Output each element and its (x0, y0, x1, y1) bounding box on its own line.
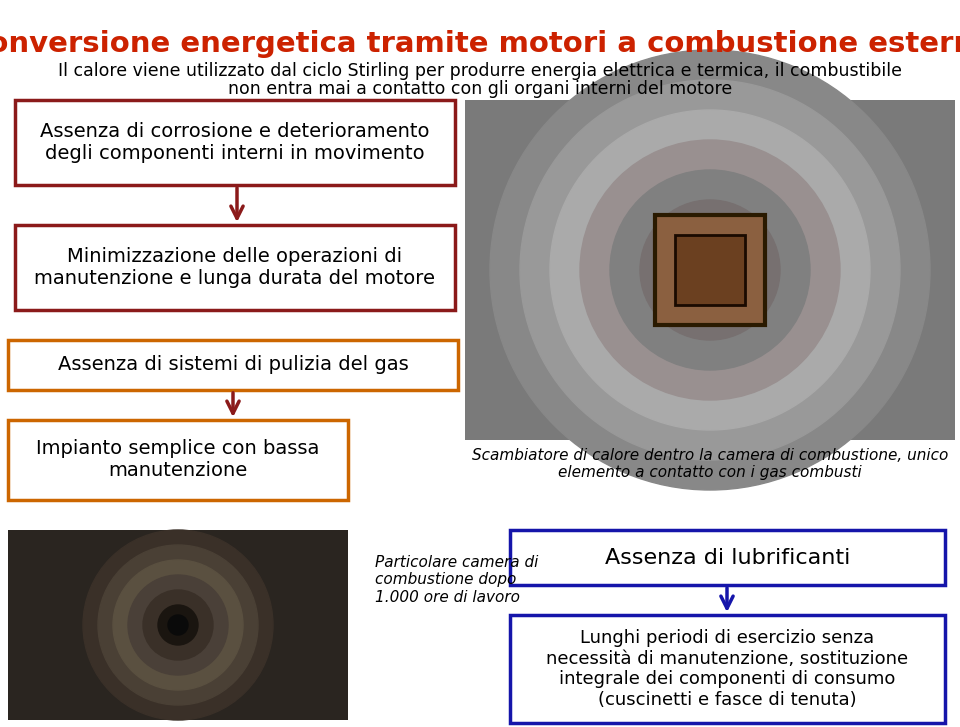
Circle shape (143, 590, 213, 660)
FancyBboxPatch shape (8, 420, 348, 500)
Text: Particolare camera di
combustione dopo
1.000 ore di lavoro: Particolare camera di combustione dopo 1… (375, 555, 539, 605)
Circle shape (168, 615, 188, 635)
Circle shape (128, 575, 228, 675)
FancyBboxPatch shape (8, 340, 458, 390)
Circle shape (98, 545, 258, 705)
Circle shape (550, 110, 870, 430)
Text: Assenza di sistemi di pulizia del gas: Assenza di sistemi di pulizia del gas (58, 356, 408, 374)
Bar (655, 215, 765, 325)
Text: Impianto semplice con bassa
manutenzione: Impianto semplice con bassa manutenzione (36, 440, 320, 481)
Circle shape (83, 530, 273, 720)
Circle shape (490, 50, 930, 490)
Circle shape (113, 560, 243, 690)
Text: Minimizzazione delle operazioni di
manutenzione e lunga durata del motore: Minimizzazione delle operazioni di manut… (35, 247, 436, 288)
Text: non entra mai a contatto con gli organi interni del motore: non entra mai a contatto con gli organi … (228, 80, 732, 98)
FancyBboxPatch shape (510, 530, 945, 585)
FancyBboxPatch shape (510, 615, 945, 723)
Text: Scambiatore di calore dentro la camera di combustione, unico
elemento a contatto: Scambiatore di calore dentro la camera d… (471, 448, 948, 481)
FancyBboxPatch shape (15, 225, 455, 310)
Text: Il calore viene utilizzato dal ciclo Stirling per produrre energia elettrica e t: Il calore viene utilizzato dal ciclo Sti… (58, 62, 902, 80)
Circle shape (640, 200, 780, 340)
Text: Conversione energetica tramite motori a combustione esterna: Conversione energetica tramite motori a … (0, 30, 960, 58)
Circle shape (610, 170, 810, 370)
FancyBboxPatch shape (15, 100, 455, 185)
Text: Assenza di corrosione e deterioramento
degli componenti interni in movimento: Assenza di corrosione e deterioramento d… (40, 122, 430, 163)
Bar (465, 100, 955, 440)
Text: Assenza di lubrificanti: Assenza di lubrificanti (605, 547, 851, 568)
Bar (465, 100, 955, 440)
Text: Lunghi periodi di esercizio senza
necessità di manutenzione, sostituzione
integr: Lunghi periodi di esercizio senza necess… (546, 629, 908, 710)
Circle shape (158, 605, 198, 645)
Bar (8, 530, 348, 720)
Circle shape (520, 80, 900, 460)
Circle shape (580, 140, 840, 400)
Bar (675, 235, 745, 305)
